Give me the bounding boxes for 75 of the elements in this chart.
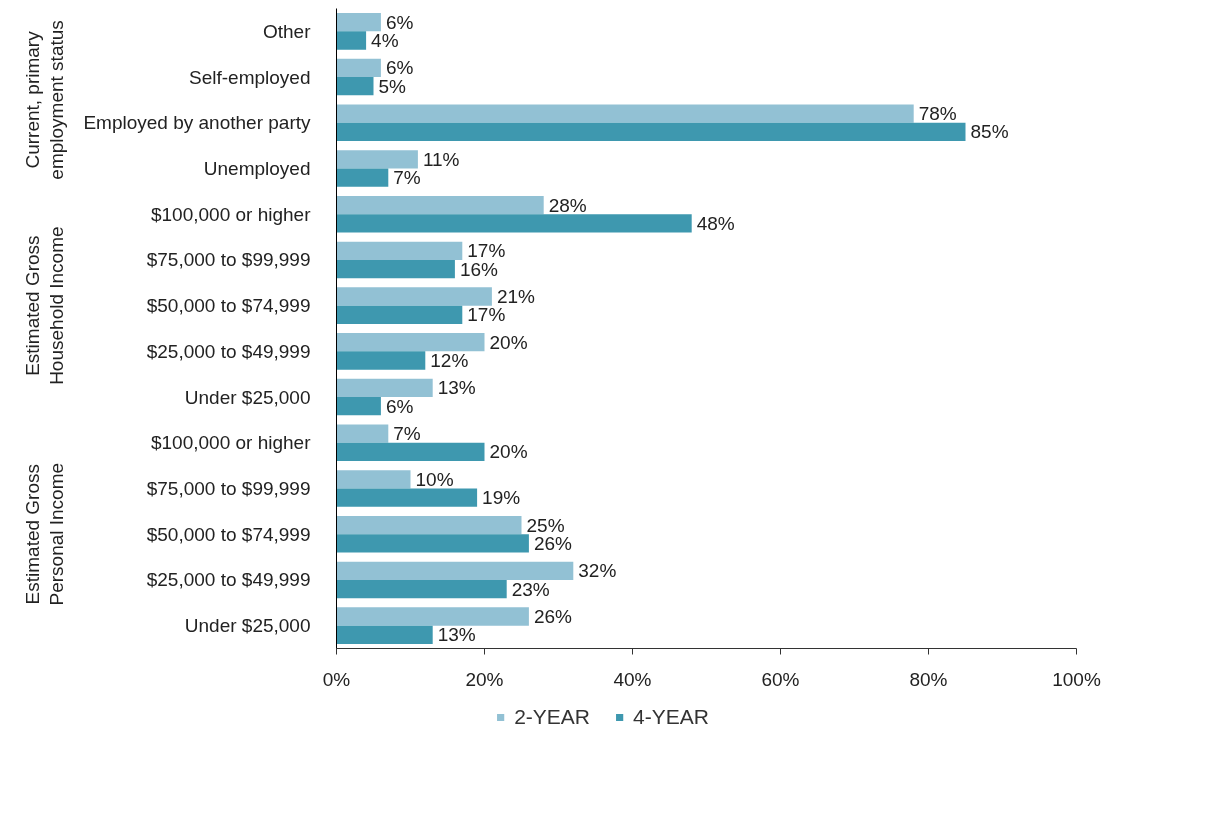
bar <box>336 561 574 580</box>
bar <box>336 378 433 398</box>
bar <box>336 168 389 187</box>
bar <box>336 351 426 370</box>
text: Estimated Gross Household Income <box>21 226 68 385</box>
y-tick-label: $50,000 to $74,999 <box>146 295 311 317</box>
y-tick-label: $100,000 or higher <box>150 203 312 225</box>
bar <box>336 13 381 32</box>
x-tick-label: 20% <box>465 668 504 690</box>
bar <box>336 150 418 169</box>
y-tick-label: Self-employed <box>189 66 311 88</box>
y-tick-label: Under $25,000 <box>184 615 311 637</box>
data-label: 19% <box>482 487 521 509</box>
bar <box>336 333 485 352</box>
bar <box>336 607 529 626</box>
bar <box>336 259 455 279</box>
text: Current, primary employment status <box>21 20 68 180</box>
bar <box>336 77 374 96</box>
x-tick-label: 0% <box>322 668 351 690</box>
y-tick-label: Employed by another party <box>83 112 311 134</box>
bar <box>336 470 411 489</box>
bar <box>336 625 433 644</box>
data-label: 12% <box>430 350 469 371</box>
y-tick-label: $75,000 to $99,999 <box>146 249 311 271</box>
bar <box>336 579 507 599</box>
data-label: 4% <box>371 30 399 51</box>
data-label: 13% <box>437 377 476 399</box>
bar <box>336 534 529 553</box>
y-tick-label: $75,000 to $99,999 <box>146 478 311 499</box>
y-tick-label: Unemployed <box>203 158 311 179</box>
bar <box>336 442 485 462</box>
y-tick-label: $100,000 or higher <box>150 432 312 454</box>
x-tick-label: 100% <box>1052 668 1101 690</box>
legend-label: 2-YEAR <box>514 705 590 729</box>
data-label: 28% <box>548 194 587 216</box>
data-label: 13% <box>437 624 476 646</box>
data-label: 20% <box>489 331 528 353</box>
data-label: 10% <box>415 468 454 490</box>
data-label: 48% <box>696 212 735 234</box>
data-label: 21% <box>496 286 536 307</box>
bar <box>336 58 381 78</box>
data-label: 7% <box>393 423 421 445</box>
bar <box>336 31 367 50</box>
data-label: 6% <box>385 11 414 33</box>
data-label: 85% <box>970 121 1009 143</box>
data-label: 23% <box>511 578 550 600</box>
bar <box>336 241 463 260</box>
data-label: 17% <box>467 304 506 326</box>
bar <box>336 195 544 215</box>
x-tick-label: 40% <box>613 668 652 690</box>
y-tick-label: $25,000 to $49,999 <box>146 340 311 362</box>
bar <box>336 488 478 507</box>
y-tick-label: $25,000 to $49,999 <box>146 569 311 591</box>
data-label: 7% <box>393 167 421 189</box>
legend-label: 4-YEAR <box>633 705 709 729</box>
bar <box>336 122 966 142</box>
bar <box>336 424 389 443</box>
data-label: 26% <box>533 606 573 627</box>
bar <box>336 104 914 123</box>
y-tick-label: $50,000 to $74,999 <box>146 523 311 545</box>
data-label: 78% <box>918 103 957 125</box>
bar <box>336 515 522 535</box>
data-label: 6% <box>385 395 414 417</box>
bar <box>336 305 463 324</box>
x-tick-label: 80% <box>909 668 948 690</box>
y-tick-label: Under $25,000 <box>184 386 311 408</box>
data-label: 32% <box>578 560 617 582</box>
data-label: 11% <box>422 148 460 170</box>
y-tick-label: Other <box>262 20 312 42</box>
bar <box>336 397 381 416</box>
text: Estimated Gross Personal Income <box>21 462 68 606</box>
x-tick-label: 60% <box>761 668 800 690</box>
data-label: 20% <box>489 441 528 463</box>
bar <box>336 214 692 233</box>
bar <box>336 287 492 306</box>
